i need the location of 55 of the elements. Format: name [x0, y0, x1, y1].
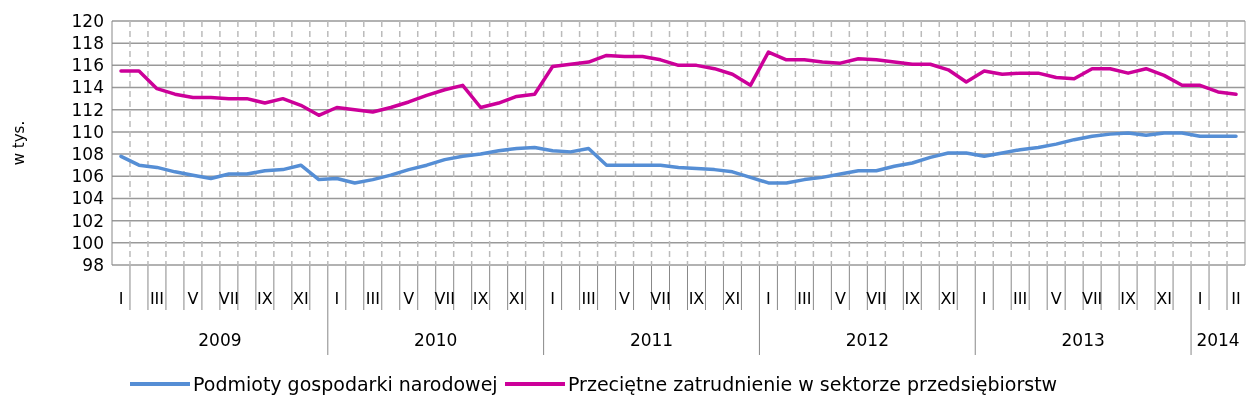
- x-tick-label: IX: [257, 289, 273, 308]
- text: 2012: [845, 330, 889, 350]
- x-tick-label: XI: [940, 289, 957, 308]
- x-tick-label: VII: [650, 289, 671, 308]
- line-series: [119, 131, 1238, 185]
- x-tick-label: I: [118, 289, 124, 308]
- y-tick-label: 102: [71, 210, 104, 231]
- text: 2013: [1061, 330, 1105, 350]
- y-tick-label: 106: [71, 166, 104, 187]
- x-tick-label: III: [149, 289, 165, 308]
- x-tick-label: XI: [724, 289, 741, 308]
- y-tick-label: 114: [71, 77, 104, 98]
- x-tick-label: III: [581, 289, 596, 308]
- x-tick-label: IX: [472, 289, 489, 308]
- x-tick-label: IX: [688, 289, 705, 308]
- y-axis-title: w tys.: [10, 120, 28, 166]
- x-tick-label: III: [365, 289, 380, 308]
- x-tick-label: V: [619, 289, 631, 308]
- x-tick-label: I: [766, 289, 771, 308]
- y-tick-label: 108: [71, 144, 104, 165]
- x-tick-label: VII: [866, 289, 887, 308]
- text: 2010: [414, 330, 458, 350]
- y-tick-label: 110: [71, 121, 104, 142]
- x-tick-label: I: [981, 289, 987, 308]
- x-tick-label: VII: [434, 289, 455, 308]
- x-tick-label: XI: [508, 289, 525, 308]
- x-tick-label: III: [797, 289, 812, 308]
- x-tick-label: I: [550, 289, 555, 308]
- x-tick-label: VII: [218, 289, 240, 308]
- x-tick-label: V: [1050, 289, 1062, 308]
- y-tick-label: 116: [71, 55, 104, 76]
- x-tick-label: III: [1013, 289, 1028, 308]
- legend-label: Podmioty gospodarki narodowej: [193, 373, 498, 395]
- x-tick-label: XI: [1156, 289, 1172, 308]
- x-tick-label: V: [187, 289, 199, 308]
- x-tick-label: IX: [904, 289, 921, 308]
- x-tick-label: XI: [292, 289, 309, 308]
- y-tick-label: 120: [71, 10, 104, 31]
- x-tick-label: I: [1197, 289, 1203, 308]
- x-tick-label: I: [334, 289, 340, 308]
- x-tick-label: V: [403, 289, 415, 308]
- legend-label: Przeciętne zatrudnienie w sektorze przedsiębiorstw: [568, 373, 1058, 395]
- line-series: [119, 50, 1238, 118]
- text: 2009: [198, 330, 242, 350]
- text: 2011: [629, 330, 674, 350]
- text: 2014: [1196, 330, 1240, 350]
- x-tick-label: VII: [1081, 289, 1103, 308]
- x-tick-label: II: [1231, 289, 1241, 308]
- y-tick-label: 118: [71, 33, 104, 54]
- y-tick-label: 98: [82, 254, 104, 275]
- x-tick-label: V: [834, 289, 846, 308]
- y-tick-label: 100: [71, 232, 104, 253]
- y-tick-label: 112: [71, 99, 104, 120]
- y-tick-label: 104: [71, 188, 104, 209]
- x-tick-label: IX: [1120, 289, 1136, 308]
